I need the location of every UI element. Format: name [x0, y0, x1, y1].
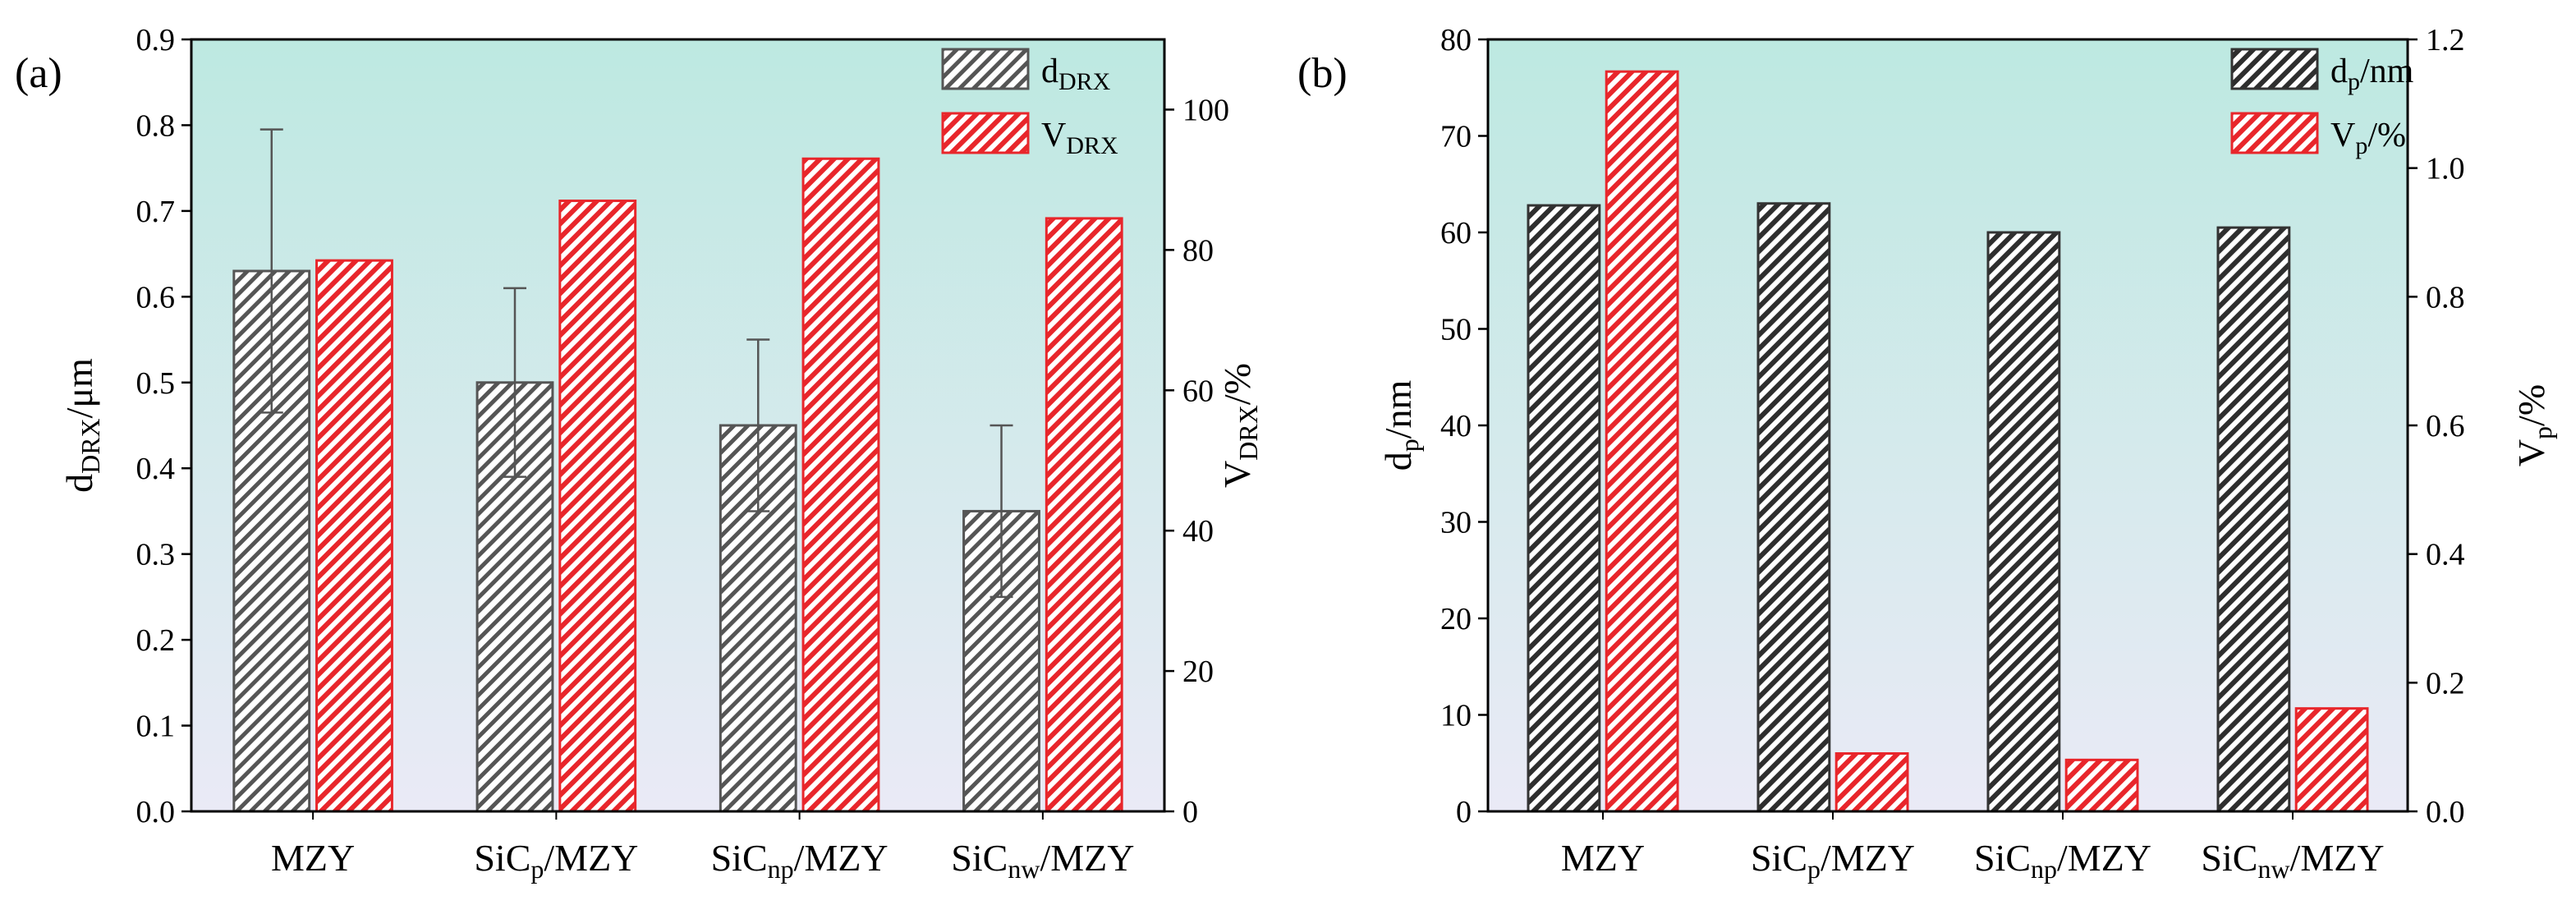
y-right-tick-label-4: 0.8: [2426, 280, 2465, 315]
bar-right-0: [1605, 70, 1679, 813]
error-bar-1: [503, 287, 527, 478]
category-label-3: SiCnw/MZY: [951, 837, 1134, 884]
bar-right-1: [558, 200, 637, 813]
panel-label: (b): [1297, 50, 1348, 97]
legend: dDRX VDRX: [941, 48, 1118, 159]
legend-swatch-0: [941, 48, 1030, 90]
category-label-1: SiCp/MZY: [1751, 837, 1915, 884]
y-left-axis-label: dDRX/μm: [58, 358, 105, 493]
plot-frame: [190, 38, 1166, 813]
y-right-axis-label: VDRX/%: [1216, 363, 1263, 488]
bar-left-0: [1527, 204, 1601, 813]
y-right-tick-label-2: 0.4: [2426, 538, 2465, 572]
y-left-tick-label-6: 0.6: [136, 280, 176, 315]
error-bar-0: [259, 128, 283, 414]
y-left-tick-label-1: 10: [1440, 699, 1472, 733]
bar-right-1: [1834, 752, 1909, 813]
bar-right-3: [1045, 217, 1123, 813]
error-bar-3: [990, 424, 1013, 599]
y-left-axis-label: dp/nm: [1377, 380, 1424, 471]
y-right-tick-label-1: 0.2: [2426, 666, 2465, 701]
bar-right-3: [2294, 707, 2369, 813]
legend-swatch-0: [2230, 48, 2319, 90]
category-label-2: SiCnp/MZY: [711, 837, 889, 884]
y-left-tick-label-3: 30: [1440, 506, 1472, 540]
y-left-tick-label-5: 50: [1440, 313, 1472, 347]
legend: dp/nm Vp/%: [2230, 48, 2414, 159]
y-right-tick-label-5: 1.0: [2426, 152, 2465, 186]
category-label-1: SiCp/MZY: [474, 837, 638, 884]
y-left-tick-label-5: 0.5: [136, 366, 176, 401]
bar-left-1: [1756, 202, 1831, 813]
category-label-0: MZY: [1561, 837, 1645, 879]
error-bar-2: [746, 338, 770, 512]
y-left-tick-label-3: 0.3: [136, 538, 176, 572]
category-label-2: SiCnp/MZY: [1974, 837, 2151, 884]
chart-panel-a: MZY SiCp/MZY SiCnp/MZY SiCnw/MZY 0.0 0.1 0.2 0.…: [15, 23, 1263, 884]
y-left-tick-label-4: 40: [1440, 409, 1472, 443]
legend-label-1: VDRX: [1041, 117, 1118, 159]
legend-label-1: Vp/%: [2330, 117, 2406, 159]
y-left-tick-label-7: 0.7: [136, 195, 176, 229]
legend-label-0: dDRX: [1041, 53, 1111, 95]
y-left-tick-label-9: 0.9: [136, 23, 176, 57]
y-left-tick-label-1: 0.1: [136, 710, 176, 744]
y-left-tick-label-2: 20: [1440, 602, 1472, 636]
y-left-tick-label-0: 0: [1456, 795, 1472, 829]
bar-left-2: [1986, 231, 2061, 813]
y-right-tick-label-0: 0: [1182, 795, 1198, 829]
bar-right-2: [2064, 758, 2139, 813]
y-right-tick-label-5: 100: [1182, 93, 1229, 127]
y-right-tick-label-3: 60: [1182, 374, 1214, 408]
category-label-0: MZY: [271, 837, 355, 879]
y-right-tick-label-0: 0.0: [2426, 795, 2465, 829]
y-right-tick-label-3: 0.6: [2426, 409, 2465, 443]
legend-swatch-1: [941, 112, 1030, 154]
y-left-tick-label-8: 80: [1440, 23, 1472, 57]
y-left-tick-label-4: 0.4: [136, 452, 176, 486]
y-right-tick-label-2: 40: [1182, 514, 1214, 549]
y-left-tick-label-6: 60: [1440, 216, 1472, 250]
y-right-tick-label-6: 1.2: [2426, 23, 2465, 57]
legend-swatch-1: [2230, 112, 2319, 154]
chart-panel-b: MZY SiCp/MZY SiCnp/MZY SiCnw/MZY 0 10 20 30 40 50…: [1297, 23, 2557, 884]
panel-label: (a): [15, 50, 62, 97]
legend-label-0: dp/nm: [2330, 53, 2414, 95]
y-left-tick-label-7: 70: [1440, 120, 1472, 154]
category-label-3: SiCnw/MZY: [2201, 837, 2384, 884]
y-left-tick-label-8: 0.8: [136, 108, 176, 143]
y-left-tick-label-2: 0.2: [136, 623, 176, 658]
bar-right-0: [315, 259, 393, 813]
y-right-tick-label-1: 20: [1182, 655, 1214, 689]
bar-left-3: [2216, 226, 2291, 813]
y-left-tick-label-0: 0.0: [136, 795, 176, 829]
y-right-axis-label: Vp/%: [2510, 384, 2557, 466]
bar-right-2: [801, 157, 880, 813]
y-right-tick-label-4: 80: [1182, 233, 1214, 268]
